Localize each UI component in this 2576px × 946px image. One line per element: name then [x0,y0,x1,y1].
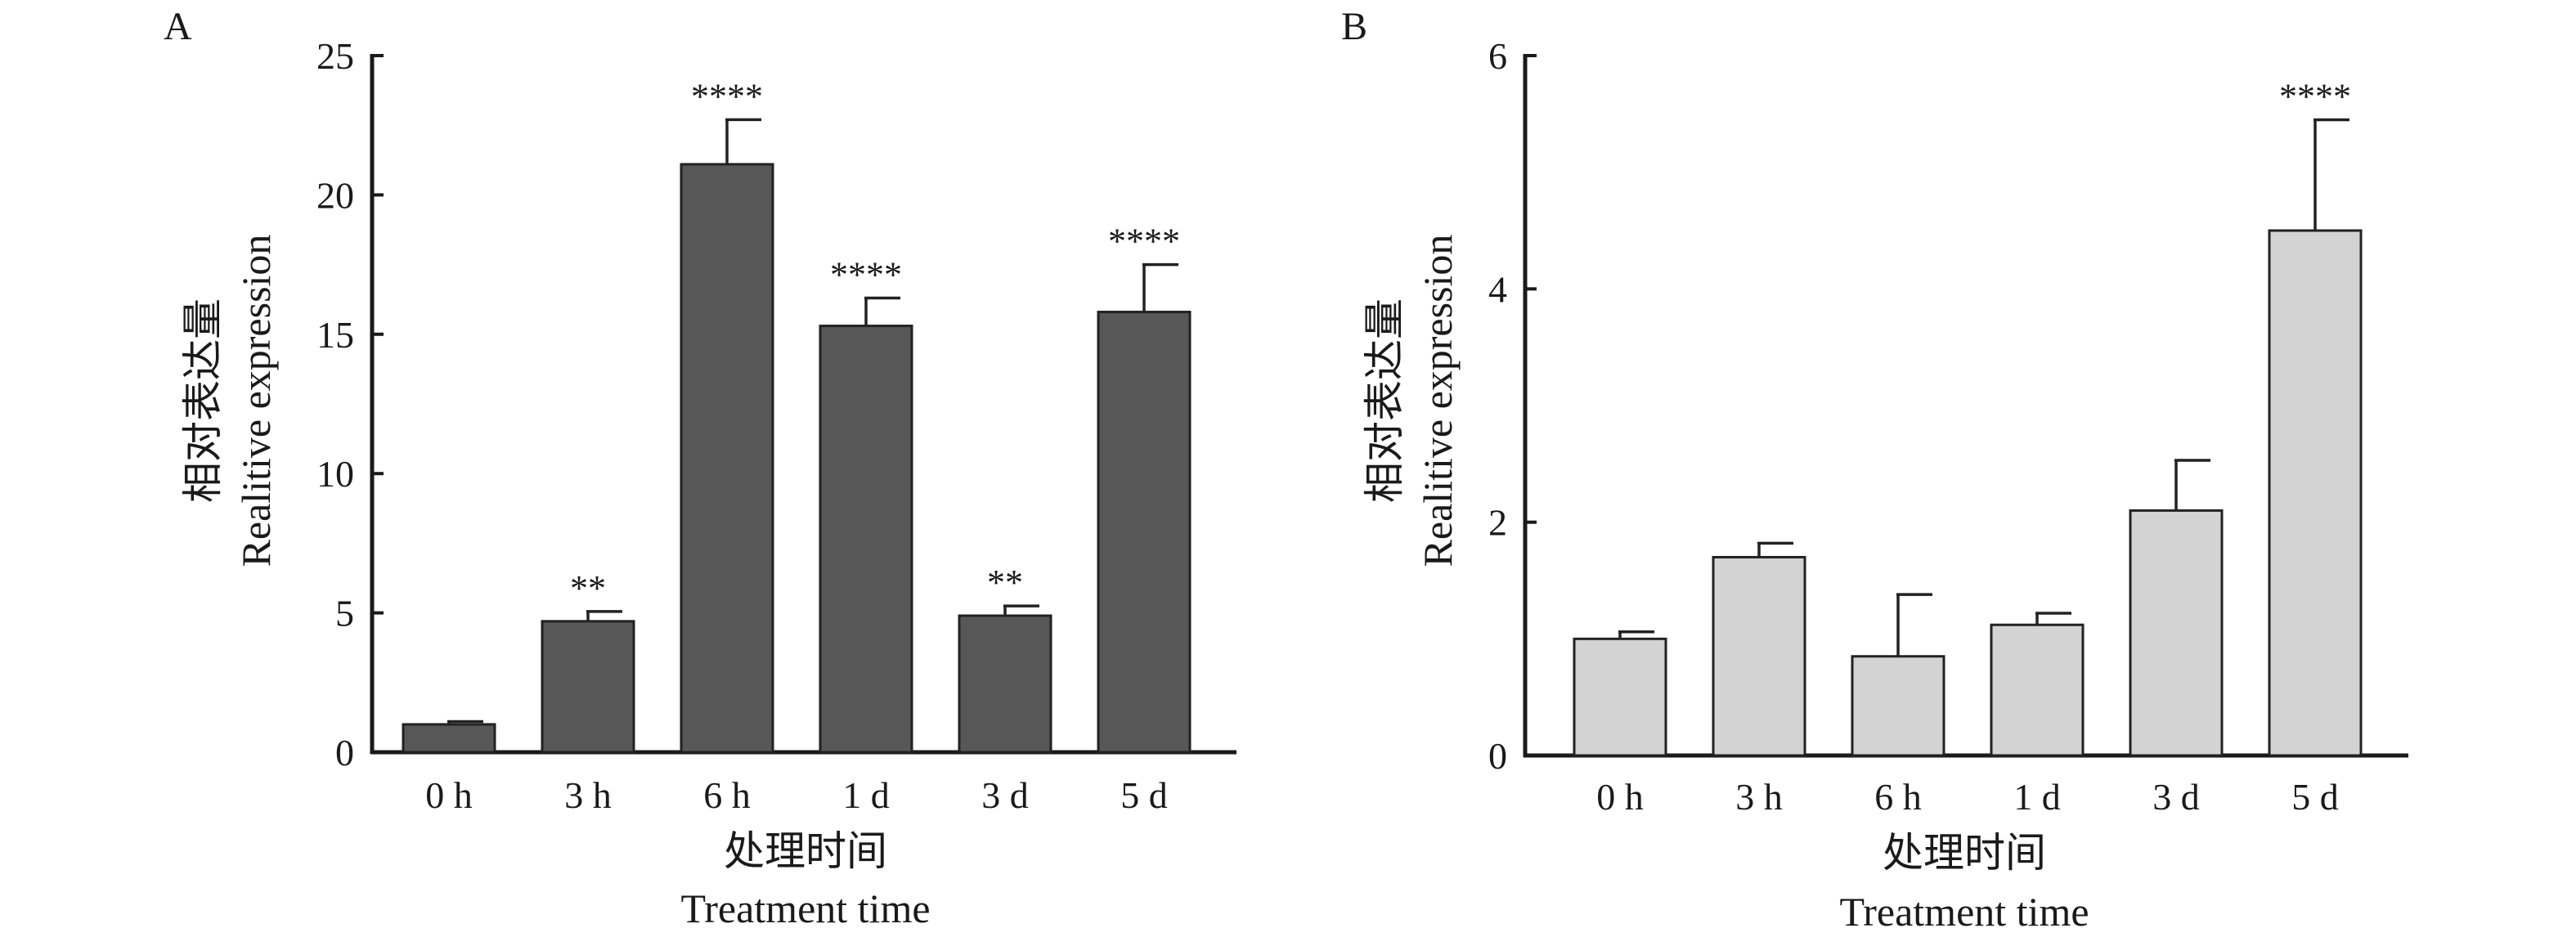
x-tick-label: 3 h [564,774,612,816]
bar [1712,555,1806,757]
x-tick-label: 5 d [2291,776,2339,818]
x-tick-label: 6 h [703,774,751,816]
x-tick-label: 3 d [2152,776,2200,818]
x-tick-label: 1 d [2013,776,2061,818]
y-tick-label: 20 [316,174,354,216]
bar [958,614,1052,754]
y-axis-title: Realitive expression [233,235,279,567]
bar [2129,509,2224,757]
panel-label: A [164,5,192,48]
bar [1851,655,1945,757]
x-axis-title-cn: 处理时间 [1883,830,2046,876]
x-axis-title: Treatment time [680,885,930,931]
significance-label: **** [830,254,902,294]
y-tick-label: 25 [316,35,354,77]
y-tick-label: 10 [316,453,354,495]
x-axis-title: Treatment time [1839,889,2089,935]
y-axis-title-cn: 相对表达量 [180,298,226,503]
bar [819,325,913,754]
x-tick-label: 6 h [1874,776,1922,818]
y-tick-label: 15 [316,314,354,356]
y-axis-title-cn: 相对表达量 [1362,298,1407,503]
y-tick-label: 2 [1488,502,1507,544]
panel-b: B 0 2 4 6 0 h 3 h 6 h 1 d 3 d **** 5 d 处理时间 Treatment… [1341,5,2408,935]
significance-label: **** [691,76,763,116]
x-tick-label: 0 h [1596,776,1644,818]
x-tick-label: 0 h [425,774,473,816]
bar [402,723,496,754]
panel-label: B [1341,5,1367,48]
panel-a: A 0 5 10 15 20 25 0 h ** 3 h **** 6 h **** 1 d ** 3 d **… [164,5,1236,931]
significance-label: **** [2279,76,2351,116]
y-tick-label: 0 [335,732,354,773]
bar [680,163,774,754]
y-tick-label: 5 [335,593,354,634]
x-axis-title-cn: 处理时间 [724,828,887,874]
y-tick-label: 6 [1488,35,1507,77]
bar [2268,229,2363,757]
significance-label: ** [987,563,1023,603]
bar [541,620,635,754]
x-tick-label: 1 d [842,774,890,816]
bar [1097,311,1192,754]
y-tick-label: 0 [1488,735,1507,777]
y-tick-label: 4 [1488,268,1507,310]
bar [1573,637,1667,757]
x-tick-label: 5 d [1120,774,1168,816]
significance-label: **** [1108,222,1180,262]
bar [1990,623,2085,757]
x-tick-label: 3 d [981,774,1029,816]
y-axis-title: Realitive expression [1415,235,1461,567]
significance-label: ** [570,568,606,608]
x-tick-label: 3 h [1735,776,1783,818]
